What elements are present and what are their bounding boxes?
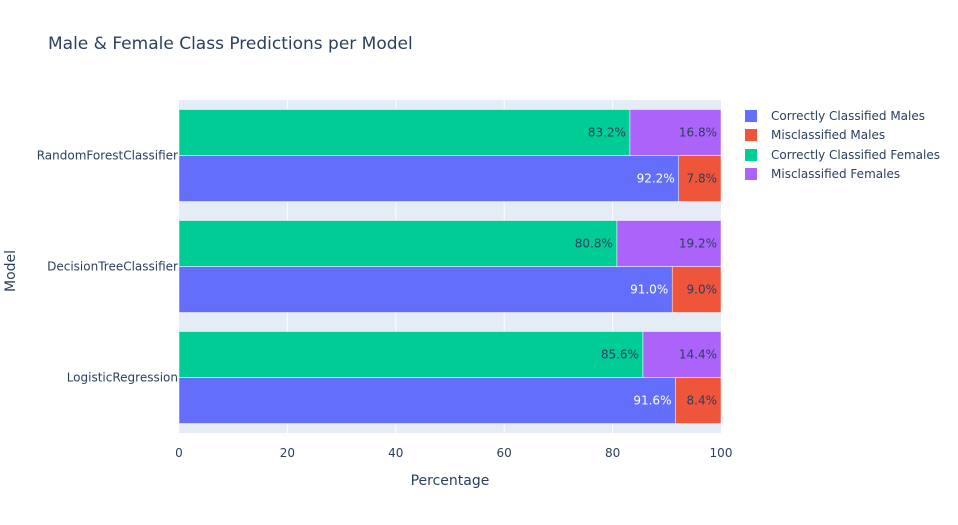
legend-swatch — [745, 129, 757, 142]
x-tick-label: 80 — [605, 446, 620, 460]
legend-item[interactable]: Correctly Classified Males — [745, 106, 940, 126]
data-label: 92.2% — [637, 172, 675, 186]
x-tick-label: 20 — [280, 446, 295, 460]
legend-label: Correctly Classified Females — [771, 147, 940, 162]
bar — [642, 331, 722, 378]
legend-swatch — [745, 148, 757, 161]
x-tick-label: 100 — [710, 446, 733, 460]
data-label: 8.4% — [687, 394, 718, 408]
data-label: 7.8% — [687, 172, 718, 186]
data-label: 16.8% — [679, 126, 717, 140]
y-tick-label: DecisionTreeClassifier — [47, 260, 178, 274]
legend-item[interactable]: Correctly Classified Females — [745, 145, 940, 165]
data-label: 80.8% — [575, 237, 613, 251]
bar — [671, 266, 722, 313]
bar — [178, 155, 679, 202]
bar — [178, 109, 631, 156]
legend-swatch — [745, 109, 757, 122]
data-label: 85.6% — [601, 348, 639, 362]
legend-item[interactable]: Misclassified Females — [745, 165, 940, 185]
legend-swatch — [745, 168, 757, 181]
bar — [178, 220, 618, 267]
data-label: 14.4% — [679, 348, 717, 362]
data-label: 91.0% — [630, 283, 668, 297]
legend-label: Correctly Classified Males — [771, 108, 926, 123]
bar — [178, 377, 676, 424]
bar — [178, 331, 644, 378]
legend-label: Misclassified Females — [771, 167, 901, 182]
data-label: 83.2% — [588, 126, 626, 140]
x-tick-label: 60 — [497, 446, 512, 460]
bar — [678, 155, 722, 202]
legend-label: Misclassified Males — [771, 128, 886, 143]
data-label: 9.0% — [687, 283, 718, 297]
y-tick-label: RandomForestClassifier — [37, 149, 178, 163]
x-axis-title: Percentage — [411, 473, 490, 489]
data-label: 91.6% — [633, 394, 671, 408]
legend: Correctly Classified Males Misclassified … — [745, 106, 940, 184]
data-label: 19.2% — [679, 237, 717, 251]
bar — [616, 220, 722, 267]
x-tick-label: 0 — [175, 446, 183, 460]
y-tick-label: LogisticRegression — [67, 371, 178, 385]
bar — [629, 109, 722, 156]
x-tick-label: 40 — [388, 446, 403, 460]
bar — [178, 266, 673, 313]
chart-title: Male & Female Class Predictions per Mode… — [48, 34, 413, 54]
legend-item[interactable]: Misclassified Males — [745, 126, 940, 146]
y-axis-title: Model — [3, 250, 19, 292]
